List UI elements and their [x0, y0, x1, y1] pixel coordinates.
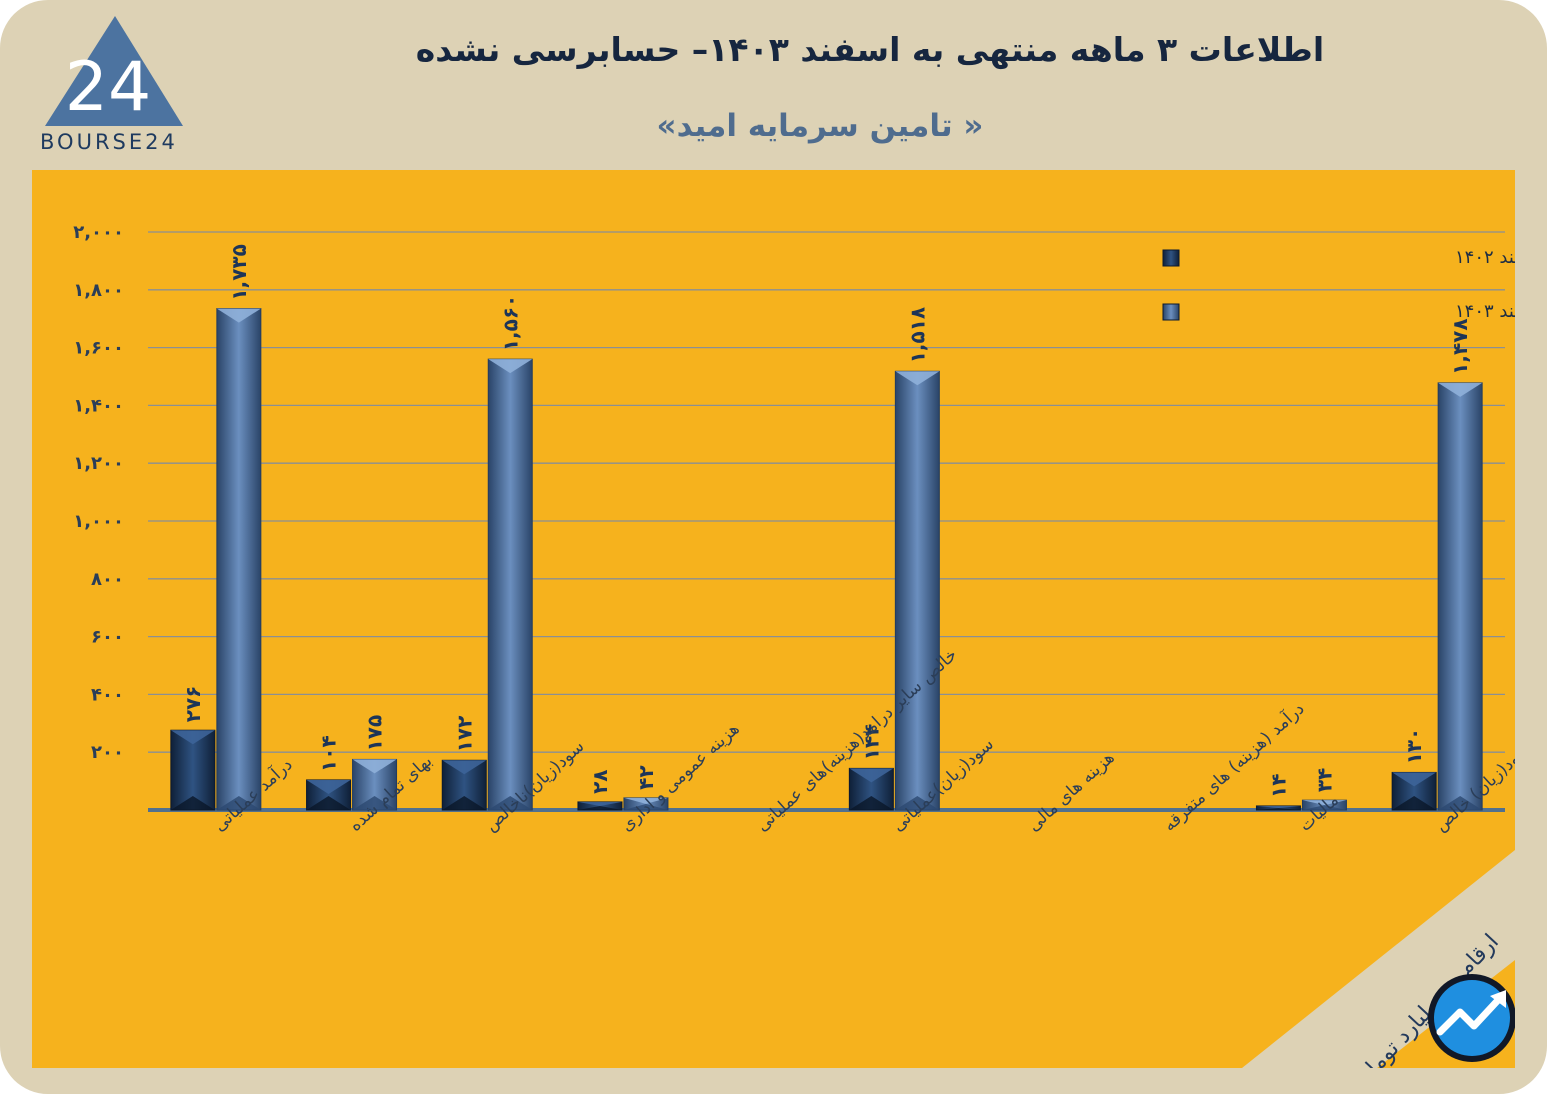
y-tick-label: ۱,۰۰۰	[73, 511, 124, 532]
data-label: ۱۴	[1266, 774, 1290, 798]
bar-1403-1	[352, 758, 398, 811]
legend-label: عملکرد منتهی به اسفند ۱۴۰۲	[1455, 247, 1515, 268]
bar-1402-0	[170, 729, 216, 811]
bar-1403-2	[487, 358, 533, 811]
bourse24-logo: 24	[45, 16, 183, 127]
legend: عملکرد منتهی به اسفند ۱۴۰۲ عملکرد منتهی ب…	[1162, 247, 1515, 322]
bar-1402-3	[577, 801, 623, 811]
bar-1403-9	[1437, 382, 1483, 811]
svg-text:24: 24	[65, 48, 152, 127]
data-label: ۴۲	[634, 765, 658, 789]
bars	[170, 308, 1483, 811]
data-label: ۱,۵۱۸	[905, 307, 929, 363]
bar-1402-5	[848, 767, 894, 811]
trend-logo-icon	[1428, 974, 1515, 1062]
y-tick-label: ۱,۶۰۰	[73, 338, 124, 359]
bar-1403-0	[216, 308, 262, 811]
y-tick-label: ۶۰۰	[91, 627, 124, 648]
page-title: اطلاعات ۳ ماهه منتهی به اسفند ۱۴۰۳– حساب…	[415, 30, 1325, 69]
chart-panel: ۲۰۰ ۴۰۰ ۶۰۰ ۸۰۰ ۱,۰۰۰ ۱,۲۰۰ ۱,۴۰۰ ۱,۶۰۰ ۱,۸۰۰ ۲,۰…	[32, 170, 1515, 1068]
x-tick-label: درآمد (هزینه) های متفرقه	[1158, 697, 1308, 835]
data-label: ۱۷۵	[363, 715, 387, 752]
y-tick-label: ۲,۰۰۰	[73, 222, 124, 243]
x-tick-label: مالیات	[1295, 790, 1342, 835]
legend-item-1402: عملکرد منتهی به اسفند ۱۴۰۲	[1162, 247, 1515, 268]
logo-wordmark: BOURSE24	[40, 130, 178, 154]
data-label: ۱,۴۷۸	[1448, 318, 1472, 374]
data-label: ۱,۵۶۰	[498, 295, 522, 351]
y-tick-label: ۲۰۰	[91, 742, 124, 763]
data-label: ۱۷۲	[452, 716, 476, 753]
page-subtitle: « تامین سرمایه امید»	[656, 108, 984, 144]
bar-1403-3	[623, 797, 669, 811]
y-tick-label: ۱,۲۰۰	[73, 453, 124, 474]
y-tick-label: ۸۰۰	[91, 569, 124, 590]
legend-label: عملکرد منتهی به اسفند ۱۴۰۳	[1455, 301, 1515, 322]
data-label: ۳۴	[1312, 768, 1336, 792]
bar-1403-5	[894, 370, 940, 811]
bar-1402-8	[1255, 805, 1301, 811]
y-axis-ticks: ۲۰۰ ۴۰۰ ۶۰۰ ۸۰۰ ۱,۰۰۰ ۱,۲۰۰ ۱,۴۰۰ ۱,۶۰۰ ۱,۸۰۰ ۲,۰…	[73, 222, 124, 763]
bar-chart: ۲۰۰ ۴۰۰ ۶۰۰ ۸۰۰ ۱,۰۰۰ ۱,۲۰۰ ۱,۴۰۰ ۱,۶۰۰ ۱,۸۰۰ ۲,۰…	[73, 222, 1515, 1068]
data-label: ۲۷۶	[181, 686, 205, 723]
data-label: ۱۰۴	[317, 735, 341, 772]
data-label: ۲۸	[588, 769, 612, 793]
data-label: ۱۴۴	[859, 724, 883, 761]
bar-1402-2	[441, 759, 487, 811]
y-tick-label: ۴۰۰	[91, 684, 124, 705]
bar-1402-9	[1391, 771, 1437, 811]
y-tick-label: ۱,۸۰۰	[73, 280, 124, 301]
bar-1402-1	[306, 779, 352, 811]
legend-item-1403: عملکرد منتهی به اسفند ۱۴۰۳	[1162, 301, 1515, 322]
x-tick-label: هزینه های مالی	[1024, 748, 1119, 836]
y-tick-label: ۱,۴۰۰	[73, 395, 124, 416]
data-labels: ۲۷۶ ۱,۷۳۵ ۱۰۴ ۱۷۵ ۱۷۲ ۱,۵۶۰ ۲۸ ۴۲ ۱۴۴ ۱,۵۱۸ ۱۴ ۳۴ ۱۳…	[181, 244, 1472, 798]
data-label: ۱۳۰	[1402, 728, 1426, 765]
grid-lines	[148, 231, 1505, 812]
data-label: ۱,۷۳۵	[227, 244, 251, 300]
bar-1403-8	[1301, 799, 1347, 811]
